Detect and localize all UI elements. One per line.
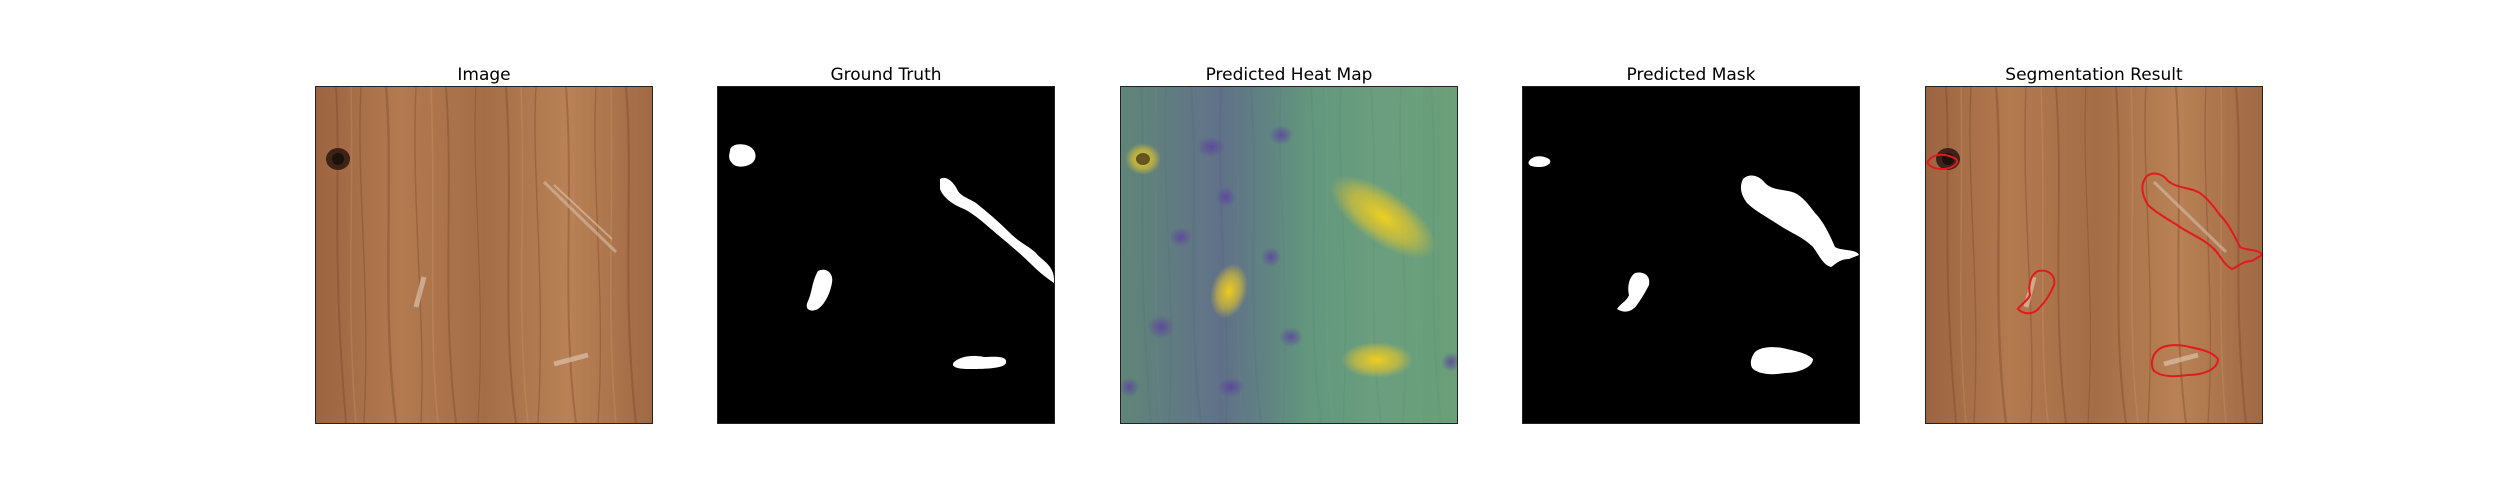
mask-region (952, 355, 1007, 369)
mask-region (729, 144, 756, 167)
panel-title: Segmentation Result (2005, 65, 2183, 85)
segmentation-result-image (1925, 86, 2263, 424)
contour (2141, 172, 2262, 271)
predicted-mask-panel: Predicted Mask (1522, 67, 1860, 424)
contour (1926, 153, 1958, 171)
scratch-defect (413, 276, 427, 308)
panel-title: Image (457, 65, 511, 85)
image-panel: Image (315, 67, 653, 424)
heat-map-panel: Predicted Heat Map (1120, 67, 1458, 424)
hotspot (1330, 175, 1436, 259)
contour (2016, 269, 2056, 315)
panel-title: Ground Truth (830, 65, 942, 85)
mask-region (1617, 272, 1650, 312)
panel-title: Predicted Mask (1626, 65, 1756, 85)
ground-truth-mask (717, 86, 1055, 424)
hotspot (1210, 263, 1248, 319)
predicted-mask (1522, 86, 1860, 424)
contour (2150, 344, 2220, 378)
heat-map-image (1120, 86, 1458, 424)
mask-region (1528, 156, 1551, 167)
mask-region (1740, 175, 1859, 267)
panel-title: Predicted Heat Map (1205, 65, 1373, 85)
scratch-defect (542, 180, 618, 254)
mask-region (940, 177, 1054, 283)
scratch-defect (553, 352, 589, 367)
wood-image (315, 86, 653, 424)
mask-region (806, 269, 833, 311)
segmentation-result-panel: Segmentation Result (1925, 67, 2263, 424)
hotspot (1341, 342, 1413, 378)
ground-truth-panel: Ground Truth (717, 67, 1055, 424)
mask-region (1750, 347, 1813, 375)
